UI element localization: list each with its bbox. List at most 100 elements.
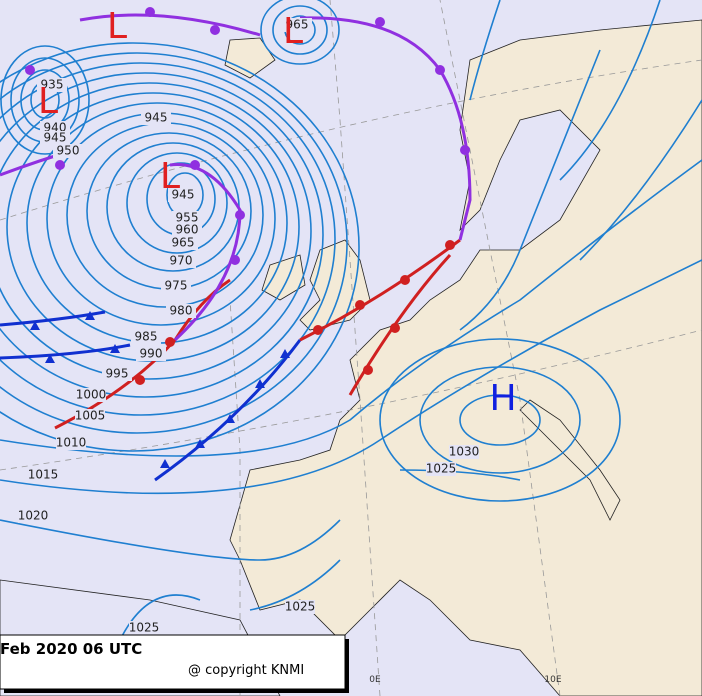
isobar: [260, 0, 340, 65]
isobar-label: 1025: [129, 621, 160, 635]
caption-box: [0, 634, 346, 690]
front-symbol: [230, 255, 240, 265]
isobar-label: 1020: [18, 509, 49, 523]
front-symbol: [160, 459, 170, 468]
front-symbol: [210, 25, 220, 35]
front-symbol: [85, 311, 95, 320]
front-symbol: [375, 17, 385, 27]
label-bg: [426, 462, 456, 476]
label-bg: [53, 144, 83, 158]
pressure-center: L: [160, 156, 180, 197]
isobar: [559, 0, 661, 181]
isobar: [459, 394, 541, 446]
front-symbol: [280, 349, 290, 358]
copyright: @ copyright KNMI: [188, 663, 304, 678]
front-symbol: [195, 439, 205, 448]
fronts: [0, 7, 472, 482]
isobar-label: 945: [44, 131, 67, 145]
label-bg: [56, 436, 86, 450]
isobar-label: 990: [140, 347, 163, 361]
label-bg: [172, 211, 202, 225]
front-symbol: [400, 275, 410, 285]
isobar: [0, 42, 360, 452]
isobar: [0, 52, 348, 434]
isobar: [0, 259, 702, 495]
label-bg: [168, 236, 198, 250]
front-symbol: [460, 145, 470, 155]
isobar-label: 965: [286, 18, 309, 32]
label-bg: [40, 131, 70, 145]
isobar: [119, 594, 201, 641]
pressure-center: L: [107, 6, 127, 47]
label-bg: [449, 445, 479, 459]
isobar-label: 945: [145, 111, 168, 125]
isobar: [399, 469, 521, 481]
front-symbol: [390, 323, 400, 333]
isobar-label: 1010: [56, 436, 87, 450]
label-bg: [76, 388, 106, 402]
front-symbol: [165, 337, 175, 347]
front-symbol: [445, 240, 455, 250]
label-bg: [136, 347, 166, 361]
label-bg: [37, 78, 67, 92]
front-symbol: [135, 375, 145, 385]
isobar-label: 945: [172, 188, 195, 202]
front-symbol: [30, 321, 40, 330]
pressure-center: H: [489, 378, 516, 419]
label-bg: [131, 330, 161, 344]
label-bg: [102, 367, 132, 381]
front-symbol: [225, 414, 235, 423]
longitude-label: 0E: [369, 675, 381, 685]
isobar: [459, 49, 601, 331]
front-symbol: [45, 354, 55, 363]
isobar-label: 980: [170, 304, 193, 318]
front-symbol: [110, 344, 120, 353]
isobar: [469, 0, 501, 101]
cold-front: [154, 339, 302, 482]
isobar: [0, 62, 336, 416]
front-symbol: [363, 365, 373, 375]
front-symbol: [255, 379, 265, 388]
front-symbol: [435, 65, 445, 75]
isobar-label: 955: [176, 211, 199, 225]
front-symbol: [190, 160, 200, 170]
isobar-label: 965: [172, 236, 195, 250]
label-bg: [18, 509, 48, 523]
isobar-label: 950: [57, 144, 80, 158]
isobar: [0, 519, 341, 561]
isobar-label: 995: [106, 367, 129, 381]
label-bg: [129, 621, 159, 635]
isobar: [0, 82, 312, 380]
isobar: [126, 152, 228, 254]
isobar-label: 960: [176, 223, 199, 237]
warm-front: [348, 253, 452, 396]
label-bg: [166, 304, 196, 318]
front-symbol: [355, 300, 365, 310]
cold-front: [0, 310, 106, 327]
isobar-labels: 9359409459509659459459559609659709759809…: [18, 18, 480, 635]
isobar: [419, 366, 581, 474]
isobar: [0, 45, 90, 155]
pressure-center: L: [38, 81, 58, 122]
isobar-label: 1015: [28, 468, 59, 482]
isobar-label: 1030: [449, 445, 480, 459]
land: [0, 19, 702, 696]
front-symbol: [235, 210, 245, 220]
label-bg: [75, 409, 105, 423]
label-bg: [161, 279, 191, 293]
label-bg: [285, 600, 315, 614]
isobar-label: 975: [165, 279, 188, 293]
label-bg: [141, 111, 171, 125]
timestamp: Feb 2020 06 UTC: [0, 640, 142, 658]
isobar: [249, 559, 341, 611]
isobar-label: 935: [41, 78, 64, 92]
pressure-centers: L L L L H: [38, 6, 517, 419]
front-symbol: [145, 7, 155, 17]
pressure-center: L: [283, 11, 303, 52]
front-symbol: [55, 160, 65, 170]
isobar: [272, 5, 328, 55]
longitude-label: 10E: [544, 675, 561, 685]
isobar: [0, 72, 324, 398]
